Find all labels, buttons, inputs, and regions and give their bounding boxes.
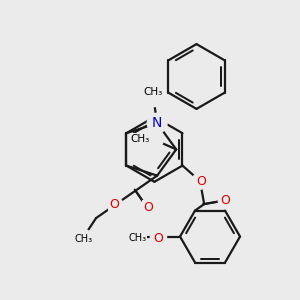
Circle shape — [144, 88, 163, 107]
Text: CH₃: CH₃ — [74, 234, 92, 244]
Circle shape — [150, 229, 167, 245]
Text: CH₃: CH₃ — [144, 87, 163, 97]
Circle shape — [142, 128, 164, 149]
Text: O: O — [143, 201, 153, 214]
Circle shape — [129, 228, 146, 245]
Circle shape — [218, 192, 234, 208]
Circle shape — [75, 229, 92, 246]
Text: N: N — [152, 116, 162, 130]
Text: CH₃: CH₃ — [128, 233, 146, 243]
Text: O: O — [154, 232, 164, 244]
Circle shape — [192, 173, 208, 189]
Text: O: O — [196, 175, 206, 188]
Circle shape — [147, 113, 167, 133]
Text: CH₃: CH₃ — [131, 134, 150, 144]
Text: O: O — [220, 194, 230, 207]
Text: O: O — [109, 198, 119, 211]
Circle shape — [140, 201, 157, 218]
Circle shape — [108, 197, 123, 212]
